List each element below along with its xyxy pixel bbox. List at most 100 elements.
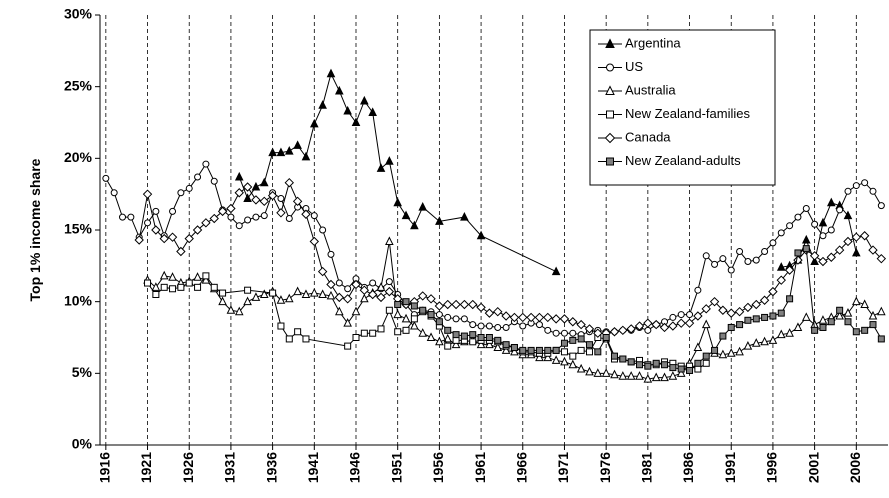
marker (309, 236, 320, 247)
marker (294, 328, 302, 336)
marker (369, 279, 377, 287)
marker (169, 285, 177, 293)
marker (759, 295, 770, 305)
marker (167, 232, 178, 242)
x-tick-label: 1996 (764, 452, 780, 483)
marker (192, 225, 203, 235)
marker (234, 188, 244, 198)
marker (868, 310, 878, 320)
marker (501, 345, 511, 354)
marker (477, 334, 485, 341)
marker (535, 346, 543, 354)
marker (726, 348, 736, 357)
marker (342, 294, 353, 304)
marker (760, 336, 769, 346)
marker (301, 289, 311, 298)
marker (676, 318, 686, 328)
marker (585, 366, 594, 376)
marker (626, 371, 636, 380)
marker (552, 329, 560, 337)
marker (326, 68, 336, 78)
marker (861, 179, 869, 187)
marker (794, 249, 802, 257)
marker (844, 187, 852, 195)
marker (452, 331, 460, 339)
marker (418, 328, 428, 337)
marker (268, 147, 277, 157)
marker (876, 253, 887, 264)
x-tick-label: 2001 (805, 452, 821, 483)
marker (484, 308, 495, 318)
marker (543, 352, 553, 362)
legend-label: Australia (625, 82, 676, 97)
marker (719, 332, 727, 340)
marker (360, 329, 368, 337)
marker (693, 311, 703, 321)
marker (769, 312, 777, 320)
marker (160, 283, 168, 291)
marker (152, 207, 160, 215)
marker (868, 245, 878, 255)
marker (343, 318, 352, 327)
marker (244, 216, 252, 224)
marker (485, 334, 493, 341)
legend-label: New Zealand-adults (625, 153, 741, 168)
marker (676, 368, 686, 377)
marker (251, 292, 261, 301)
marker (869, 187, 877, 195)
marker (577, 346, 585, 354)
marker (585, 341, 593, 349)
y-tick-label: 25% (64, 77, 93, 93)
marker (836, 206, 844, 214)
x-tick-label: 1961 (472, 452, 488, 483)
marker (602, 334, 610, 341)
marker (534, 312, 545, 323)
marker (276, 295, 286, 304)
marker (543, 312, 553, 323)
marker (526, 312, 536, 323)
marker (193, 272, 202, 281)
marker (151, 225, 161, 235)
marker (860, 299, 869, 309)
marker (394, 301, 402, 309)
marker (485, 322, 493, 330)
marker (686, 311, 694, 319)
marker (385, 278, 393, 286)
marker (452, 336, 460, 344)
marker (535, 321, 543, 329)
marker (777, 229, 785, 237)
marker (510, 344, 518, 352)
marker (176, 246, 186, 257)
marker (819, 232, 827, 240)
marker (310, 212, 318, 220)
marker (293, 286, 302, 296)
marker (335, 279, 343, 287)
marker (793, 322, 803, 331)
marker (635, 371, 644, 380)
marker (852, 328, 860, 336)
marker (568, 359, 578, 369)
marker (694, 359, 702, 367)
marker (826, 197, 836, 207)
marker (468, 299, 478, 310)
marker (794, 213, 802, 221)
series-line (147, 241, 882, 380)
marker (119, 213, 127, 221)
x-tick-label: 1966 (513, 452, 529, 483)
marker (677, 365, 685, 373)
marker (335, 85, 344, 95)
marker (811, 220, 819, 228)
x-tick-label: 1941 (305, 452, 321, 483)
marker (493, 306, 503, 317)
marker (267, 190, 278, 201)
marker (259, 196, 269, 207)
marker (519, 346, 527, 354)
marker (786, 222, 794, 230)
marker (351, 117, 361, 126)
marker (184, 233, 194, 244)
series-line (147, 275, 707, 370)
marker (169, 207, 177, 215)
marker (677, 311, 685, 319)
marker (177, 283, 185, 291)
marker (560, 348, 568, 356)
